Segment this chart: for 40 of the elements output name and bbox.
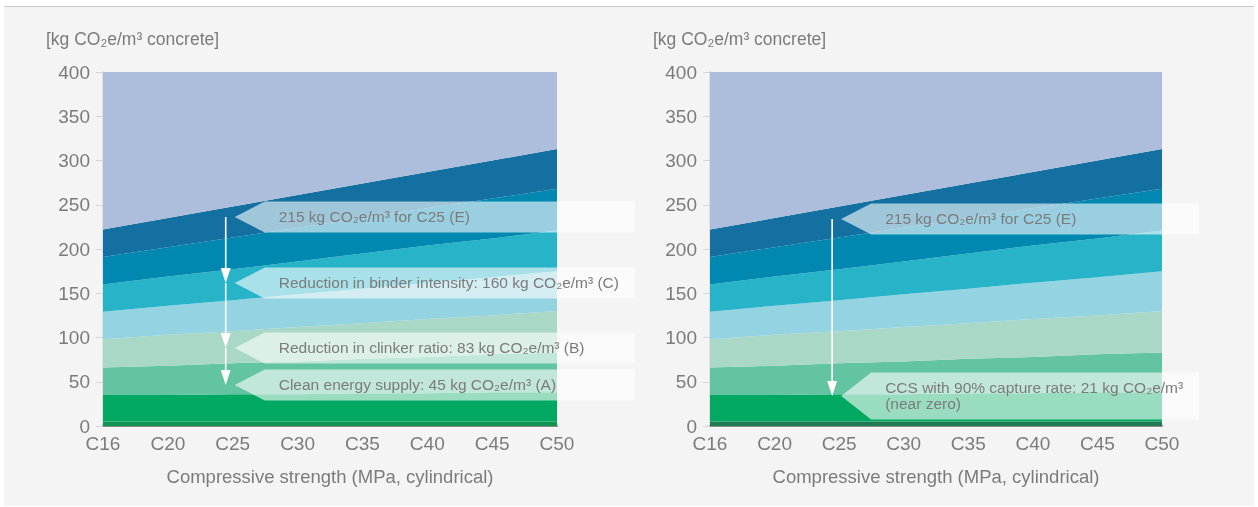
x-tick-label: C25	[215, 433, 251, 454]
x-tick-label: C25	[821, 433, 857, 454]
x-tick-label: C45	[1080, 433, 1115, 454]
y-tick-label: 200	[665, 238, 697, 260]
annotation: Clean energy supply: 45 kg CO₂e/m³ (A)	[278, 376, 557, 393]
y-tick-label: 50	[675, 371, 697, 393]
y-tick-label: 300	[665, 150, 697, 171]
x-tick-label: C35	[950, 433, 986, 454]
x-tick-label: C35	[345, 433, 380, 454]
annotation: Reduction in clinker ratio: 83 kg CO₂e/m³ (B)	[278, 339, 585, 356]
y-tick-label: 100	[665, 327, 697, 348]
y-tick-label: 400	[665, 61, 697, 83]
x-tick-label: C45	[474, 433, 510, 454]
x-tick-label: C20	[757, 433, 792, 454]
x-tick-label: C30	[280, 433, 315, 454]
x-tick-label: C30	[886, 433, 922, 454]
y-tick-label: 350	[665, 105, 697, 127]
annotation: 215 kg CO₂e/m³ for C25 (E)	[278, 208, 470, 225]
annotation: Reduction in binder intensity: 160 kg CO₂e/m³ (C)	[278, 274, 619, 291]
y-tick-label: 150	[665, 282, 697, 304]
y-tick-label: 50	[68, 371, 90, 393]
y-tick-label: 150	[58, 282, 90, 304]
x-tick-label: C50	[539, 433, 575, 454]
annotation: 215 kg CO₂e/m³ for C25 (E)	[885, 210, 1077, 227]
y-tick-label: 100	[58, 327, 90, 348]
x-axis-title: Compressive strength (MPa, cylindrical)	[772, 466, 1100, 487]
x-axis-title: Compressive strength (MPa, cylindrical)	[166, 466, 494, 487]
y-tick-label: 250	[58, 194, 90, 216]
annotation: CCS with 90% capture rate: 21 kg CO₂e/m³ (near zero)	[885, 379, 1184, 412]
y-tick-label: 350	[58, 105, 90, 127]
y-axis-title: [kg CO₂e/m³ concrete]	[653, 29, 827, 49]
x-tick-label: C20	[150, 433, 186, 454]
x-tick-label: C40	[409, 433, 445, 454]
x-tick-label: C40	[1015, 433, 1051, 454]
y-tick-label: 200	[58, 238, 90, 260]
y-tick-label: 250	[665, 194, 697, 216]
y-tick-label: 400	[58, 61, 90, 83]
y-axis-title: [kg CO₂e/m³ concrete]	[46, 29, 220, 49]
y-tick-label: 300	[58, 150, 90, 171]
x-tick-label: C50	[1144, 433, 1180, 454]
